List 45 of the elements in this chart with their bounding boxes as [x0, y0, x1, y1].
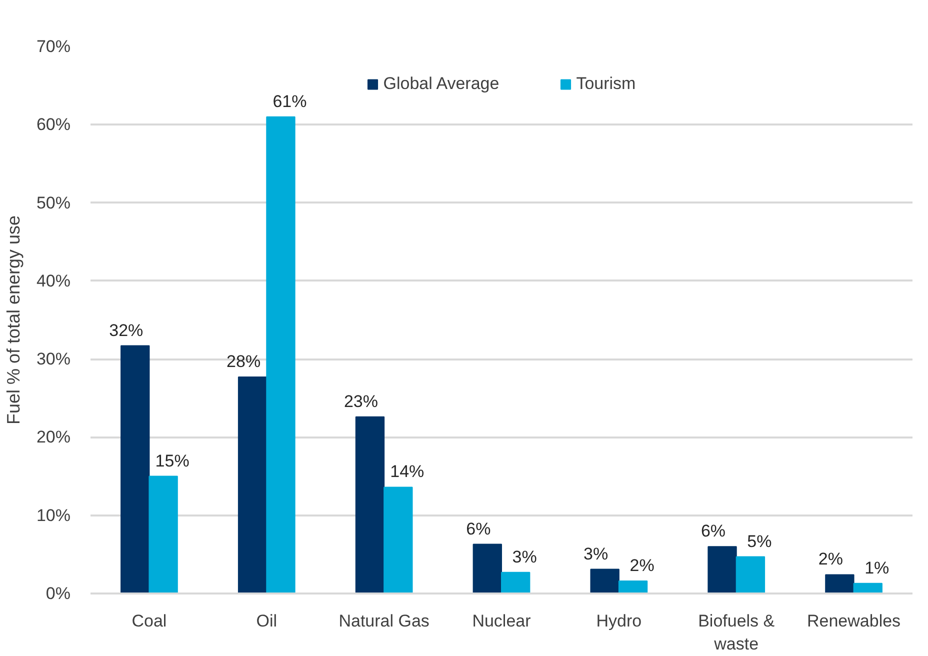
legend-label: Tourism	[576, 74, 636, 94]
bar	[472, 544, 502, 594]
bar	[355, 416, 385, 594]
data-label: 3%	[584, 544, 608, 564]
x-tick-label: Biofuels & waste	[698, 612, 776, 654]
y-tick-label: 60%	[36, 115, 71, 134]
bar	[148, 476, 178, 594]
legend-label: Global Average	[383, 74, 500, 94]
y-tick-label: 30%	[36, 350, 71, 369]
bar	[825, 574, 854, 594]
bar	[708, 546, 737, 594]
y-tick-label: 10%	[36, 506, 71, 525]
data-label: 2%	[818, 550, 843, 569]
y-tick-label: 70%	[36, 37, 71, 56]
bar	[590, 568, 620, 594]
data-label: 14%	[390, 462, 424, 482]
bar	[501, 572, 530, 594]
y-tick-label: 40%	[36, 271, 71, 290]
y-tick-label: 50%	[36, 193, 71, 212]
data-label: 23%	[344, 392, 378, 411]
x-tick-label: Natural Gas	[338, 612, 430, 630]
bar	[736, 556, 766, 594]
data-label: 61%	[272, 92, 307, 111]
y-tick-label: 0%	[46, 584, 71, 603]
data-label: 6%	[466, 519, 491, 538]
data-label: 15%	[155, 451, 190, 470]
data-label: 1%	[864, 558, 890, 578]
bar	[266, 116, 296, 594]
data-label: 3%	[512, 547, 537, 566]
data-label: 5%	[747, 532, 772, 551]
data-label: 6%	[700, 522, 726, 541]
bar	[238, 376, 268, 594]
data-label: 28%	[226, 352, 261, 372]
x-tick-label: Oil	[256, 612, 278, 630]
data-label: 32%	[109, 320, 144, 340]
y-tick-label: 20%	[36, 428, 71, 447]
data-label: 2%	[630, 556, 654, 575]
x-tick-label: Coal	[132, 612, 167, 630]
x-tick-label: Nuclear	[472, 612, 532, 630]
bar	[618, 580, 648, 594]
x-tick-label: Hydro	[596, 612, 642, 630]
x-tick-label: Renewables	[807, 612, 901, 630]
bar	[384, 486, 413, 594]
y-axis-title: Fuel % of total energy use	[3, 215, 24, 425]
bar	[120, 345, 150, 594]
